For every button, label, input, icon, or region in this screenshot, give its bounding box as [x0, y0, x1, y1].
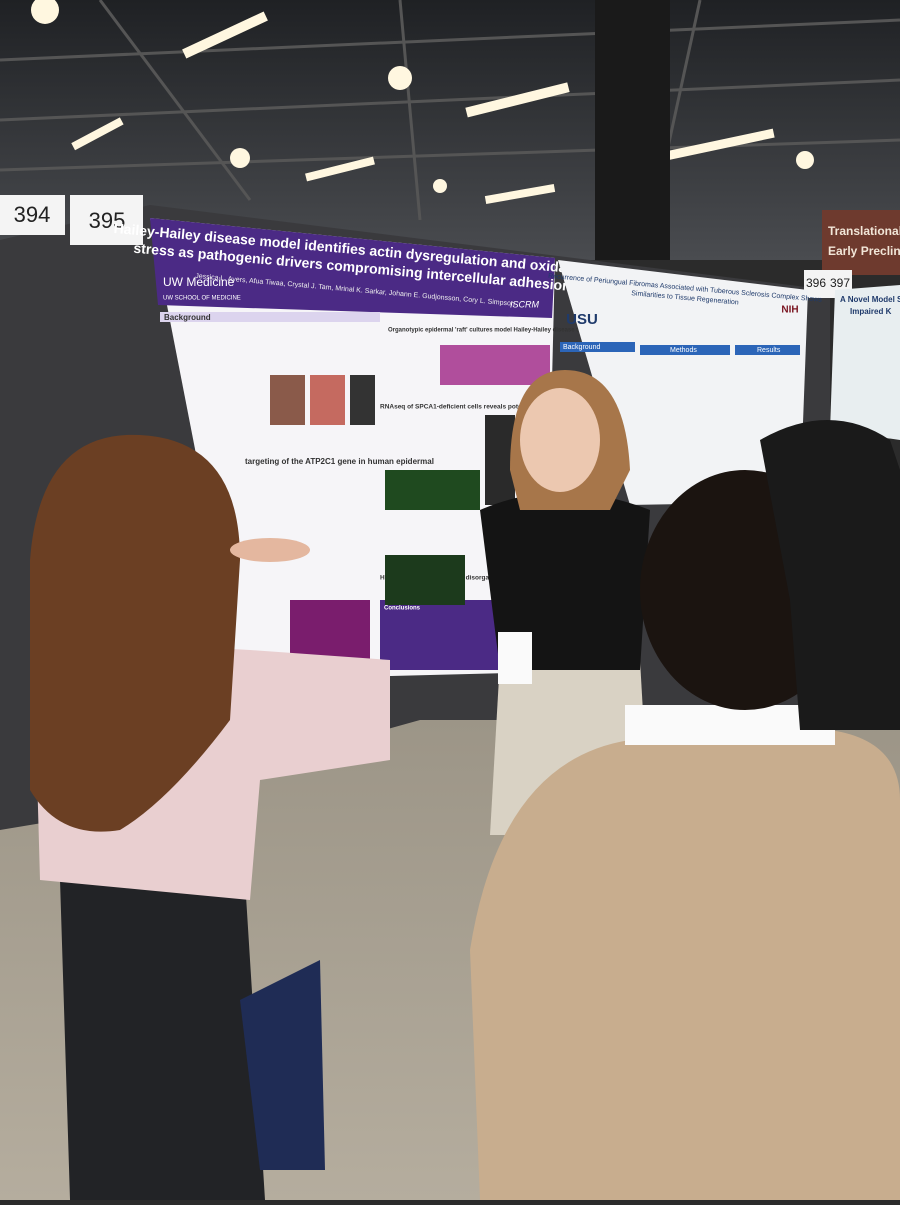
booth-number: 394: [14, 202, 51, 227]
visitor-far-right: [760, 420, 900, 730]
poster-title: Impaired K: [850, 307, 892, 316]
section-heading: Conclusions: [384, 606, 421, 612]
booth-sign: [0, 195, 65, 235]
section-heading: Background: [164, 313, 211, 322]
booth-number: 395: [89, 208, 126, 233]
section-bar: [560, 342, 635, 352]
booth-sign: [70, 195, 143, 245]
poster-title: A Novel Model Syst: [840, 295, 900, 304]
conclusions-box: [380, 600, 500, 670]
section-heading: Results: [757, 347, 781, 354]
poster-figures: [270, 345, 550, 660]
trusses: [0, 0, 900, 231]
section-heading: RNAseq of SPCA1-deficient cells reveals …: [380, 404, 572, 411]
poster-header: [150, 218, 555, 318]
booth-number: 397: [830, 276, 850, 290]
section-bar: [160, 312, 380, 322]
ceiling-lights: [31, 0, 814, 205]
poster-logo: ISCRM: [510, 299, 540, 309]
pillar: [595, 0, 670, 260]
poster-logo: NIH: [781, 305, 798, 316]
section-heading: Organotypic epidermal 'raft' cultures mo…: [388, 328, 594, 334]
section-heading: Methods: [670, 347, 697, 354]
section-bar: [640, 345, 730, 355]
poster: [830, 285, 900, 440]
poster-logo-sub: UW SCHOOL OF MEDICINE: [163, 296, 241, 302]
visitor-left: [30, 434, 390, 1200]
section-heading: targeting of the ATP2C1 gene in human ep…: [245, 457, 434, 466]
banner-text: Early Preclinical to C: [828, 244, 900, 258]
poster-logo: USU: [566, 311, 598, 328]
banner-text: Translational Stud: [828, 224, 900, 238]
section-heading: Background: [563, 344, 600, 351]
section-bar: [735, 345, 800, 355]
banner: [822, 210, 900, 275]
booth-number: 396: [806, 276, 826, 290]
poster-logo: UW Medicine: [163, 275, 235, 289]
